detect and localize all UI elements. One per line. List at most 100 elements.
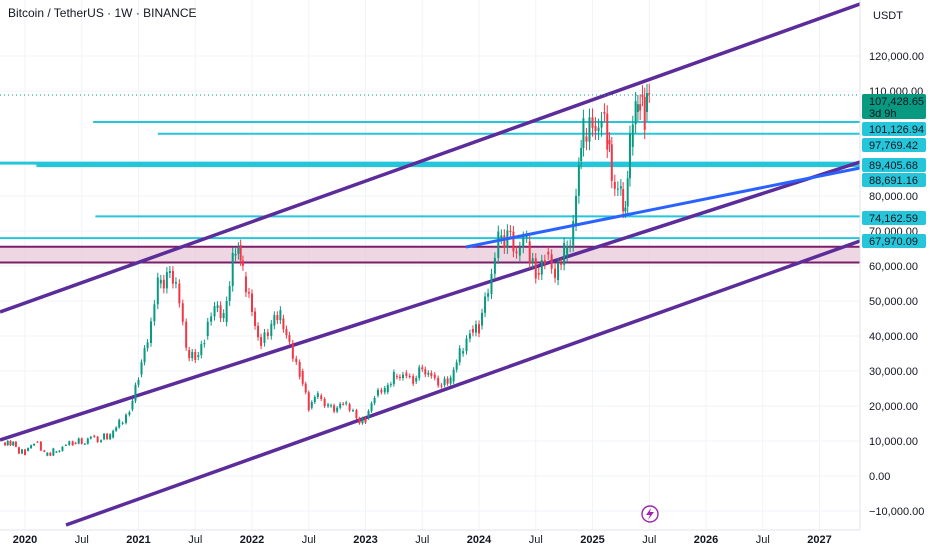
candle-body [528, 241, 531, 263]
candle-body [449, 377, 452, 384]
level-price-tag [862, 122, 926, 136]
candle-body [4, 442, 7, 446]
time-axis[interactable]: 2020 Jul 2021 Jul 2022 Jul 2023 Jul 2024 Jul 2025 J… [13, 534, 832, 546]
candle-body [239, 245, 242, 261]
candle-body [531, 258, 534, 263]
candle-body [140, 362, 143, 375]
candle-body [575, 195, 578, 224]
candle-body [89, 436, 92, 439]
candle-body [228, 286, 231, 301]
candle-body [493, 257, 496, 274]
candle-body [373, 397, 376, 404]
candle-body [17, 447, 20, 454]
price-tag-label: 97,769.42 [869, 140, 918, 152]
candle-body [443, 378, 446, 385]
time-tick-label: 2023 [353, 534, 377, 546]
candle-body [569, 245, 572, 247]
channel-line [65, 239, 861, 527]
candle-body [68, 441, 71, 445]
candle-body [547, 252, 550, 255]
candle-body [109, 434, 112, 440]
price-tag-label: 67,970.09 [869, 236, 918, 248]
time-tick-label: 2025 [580, 534, 604, 546]
candle-body [181, 303, 184, 322]
candle-body [622, 189, 625, 212]
candle-body [339, 403, 342, 408]
candle-body [80, 438, 83, 444]
candle-body [210, 316, 213, 322]
candle-body [345, 402, 348, 404]
candle-body [128, 412, 131, 415]
price-tag-countdown: 3d 9h [869, 108, 897, 120]
level-price-tag [862, 173, 926, 187]
candle-body [361, 418, 364, 424]
candle-body [624, 207, 627, 212]
price-tick-label: 10,000.00 [869, 436, 918, 448]
candle-body [634, 101, 637, 125]
price-tick-label: 50,000.00 [869, 296, 918, 308]
candle-body [639, 104, 642, 111]
candle-body [320, 395, 323, 400]
candle-body [398, 376, 401, 378]
candle-body [194, 351, 197, 361]
channel-lines [0, 2, 861, 527]
candle-body [405, 372, 408, 376]
candle-body [222, 313, 225, 319]
candle-body [408, 375, 411, 377]
candle-body [96, 436, 99, 442]
time-tick-label: Jul [415, 534, 429, 546]
candle-body [534, 258, 537, 279]
candle-body [64, 444, 67, 446]
candle-body [554, 268, 557, 278]
candle-body [254, 311, 257, 326]
candle-body [234, 253, 237, 256]
candle-body [392, 372, 395, 385]
candle-body [301, 371, 304, 384]
level-price-tag [862, 211, 926, 225]
channel-line [0, 160, 861, 442]
candle-body [257, 325, 260, 338]
candle-body [251, 293, 253, 312]
time-tick-label: 2021 [126, 534, 150, 546]
candle-body [156, 277, 159, 305]
candle-body [43, 450, 46, 452]
candle-body [352, 410, 355, 412]
price-tag-label: 74,162.59 [869, 213, 918, 225]
candle-body [550, 254, 553, 269]
candle-body [560, 263, 563, 265]
candle-body [645, 93, 648, 112]
level-price-tag [862, 234, 926, 248]
candle-body [313, 397, 316, 403]
candle-body [518, 247, 521, 256]
candle-body [36, 441, 39, 443]
candle-body [162, 279, 165, 289]
channel-line [0, 2, 861, 314]
lightning-icon[interactable] [641, 505, 659, 523]
candle-body [389, 384, 392, 386]
candle-body [376, 389, 379, 396]
candle-body [631, 124, 634, 147]
candle-body [487, 293, 490, 297]
candle-body [643, 96, 646, 130]
candle-body [370, 403, 373, 412]
candle-body [619, 186, 622, 189]
candle-body [46, 452, 49, 456]
time-tick-label: 2022 [240, 534, 264, 546]
candle-body [515, 251, 518, 254]
candle-body [295, 358, 298, 363]
candle-body [468, 333, 471, 339]
candle-body [27, 448, 30, 451]
candle-body [188, 350, 191, 359]
candle-body [336, 407, 339, 412]
resistance-zone [0, 245, 860, 264]
candle-body [178, 283, 181, 304]
candle-body [260, 337, 263, 346]
candle-body [39, 441, 42, 451]
candle-body [415, 378, 418, 382]
candle-body [474, 324, 477, 333]
candle-body [323, 399, 326, 407]
candle-body [86, 438, 89, 444]
level-price-tag [862, 138, 926, 152]
candle-body [266, 332, 269, 336]
